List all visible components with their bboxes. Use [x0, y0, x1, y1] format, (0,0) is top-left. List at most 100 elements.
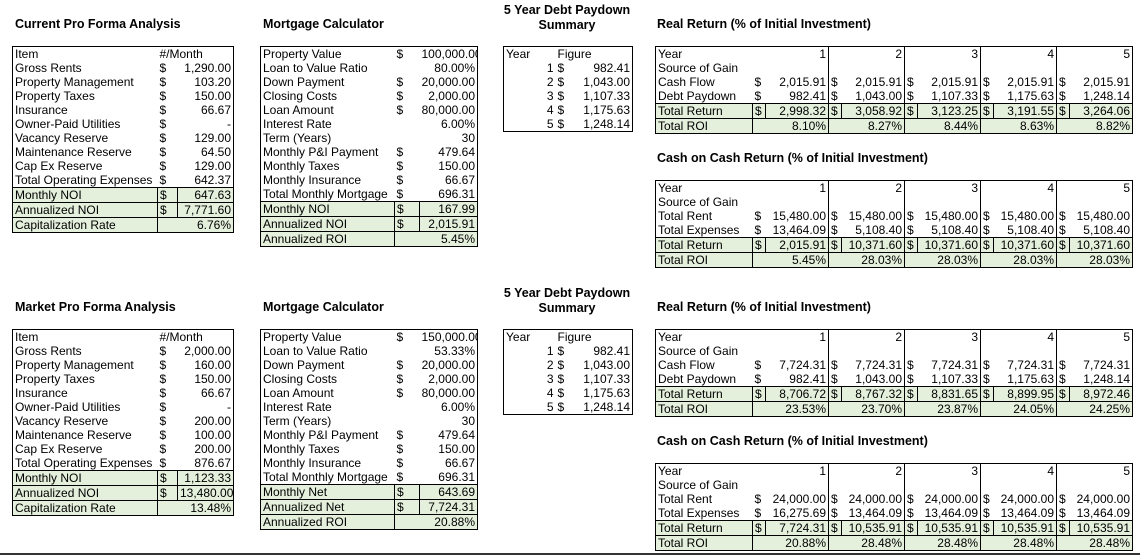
- cell: $: [159, 358, 167, 372]
- table-row: Annualized ROI 5.45%: [260, 231, 478, 247]
- table-row: Property Management $103.20: [13, 75, 234, 89]
- cell: [980, 478, 1057, 492]
- cell: 2,998.32: [765, 103, 829, 119]
- cell: $: [904, 237, 918, 253]
- cell: Total Return: [655, 520, 753, 536]
- cell: Annualized ROI: [260, 231, 395, 247]
- cell: 8,767.32: [841, 386, 905, 402]
- cell: $: [907, 372, 914, 386]
- cell: 20,000.00: [421, 75, 475, 89]
- cell: Monthly Insurance: [263, 456, 362, 470]
- cell: Annualized Net: [260, 499, 395, 515]
- cell: $: [754, 223, 762, 237]
- cell: $: [754, 372, 762, 386]
- cell: $: [752, 237, 766, 253]
- section-title: Cash on Cash Return (% of Initial Invest…: [657, 151, 928, 165]
- table-row: Monthly NOI $167.99: [260, 201, 478, 217]
- cell: 2,015.91: [1069, 75, 1133, 89]
- cell: 1,043.00: [583, 358, 631, 372]
- cell: 982.41: [593, 344, 631, 358]
- cell: Interest Rate: [263, 117, 332, 131]
- cell: $: [396, 470, 404, 484]
- cell: $: [396, 187, 404, 201]
- cell: [1056, 478, 1133, 492]
- cell: $: [159, 428, 167, 442]
- cell: 7,724.31: [419, 499, 478, 515]
- table-row: Annualized NOI $13,480.00: [12, 485, 235, 501]
- cell: Loan to Value Ratio: [263, 344, 368, 358]
- cell: 13,464.09: [917, 506, 981, 521]
- cell: 7,724.31: [765, 358, 829, 372]
- cell: 5.45%: [394, 231, 478, 247]
- table-row: 3 $1,107.33: [504, 89, 633, 103]
- cell: Source of Gain: [658, 61, 739, 75]
- table-body: Year 1 2 3 4 5 Source of Gain Cash Flow $2,015.9…: [655, 46, 1133, 134]
- cell: 2: [546, 75, 554, 89]
- cell: $: [1059, 492, 1066, 506]
- cell: 150.00: [438, 159, 475, 173]
- cell: 3: [546, 372, 554, 386]
- table-row: Total Monthly Mortgage $696.31: [261, 187, 478, 202]
- cell: 1,248.14: [583, 400, 631, 414]
- cell: 8,972.46: [1069, 386, 1133, 402]
- cell: Property Management: [15, 358, 134, 372]
- cell: Total Operating Expenses: [15, 173, 153, 187]
- cell: $: [1056, 103, 1070, 119]
- table-row: Total Monthly Mortgage $696.31: [261, 470, 478, 485]
- cell: 1: [752, 46, 829, 61]
- table-row: Annualized NOI $7,771.60: [12, 202, 235, 218]
- cell: 642.37: [194, 173, 232, 187]
- table-row: Monthly Insurance $66.67: [261, 173, 478, 187]
- table-row: Total Rent $15,480.00 $15,480.00 $15,480.00…: [656, 209, 1133, 223]
- cell: 5.45%: [752, 252, 829, 268]
- cell: Monthly NOI: [12, 470, 158, 486]
- cell: 1: [752, 180, 829, 195]
- cell: Debt Paydown: [658, 372, 737, 386]
- cell: 2,015.91: [419, 216, 478, 232]
- cell: 24,000.00: [765, 492, 829, 506]
- cell: [1056, 61, 1133, 75]
- data-table: Year 1 2 3 4 5 Source of Gain Cash Flow $7,724.3…: [655, 329, 1133, 417]
- cell: 5,108.40: [841, 223, 905, 238]
- table-row: Interest Rate 6.00%: [261, 400, 478, 414]
- cell: 2: [828, 329, 905, 344]
- cell: 6.00%: [440, 117, 475, 131]
- cell: $: [159, 386, 167, 400]
- cell: 3,058.92: [841, 103, 905, 119]
- cell: $: [396, 372, 404, 386]
- cell: 3,264.06: [1069, 103, 1133, 119]
- cell: 16,275.69: [765, 506, 829, 521]
- cell: 1,175.63: [993, 372, 1057, 387]
- cell: 5: [1056, 329, 1133, 344]
- cell: $: [557, 89, 565, 103]
- table-body: Year Figure 1 $982.41 2 $1,043.00 3 $1,107.33 4 $…: [504, 330, 633, 415]
- cell: Source of Gain: [658, 195, 739, 209]
- table-row: Property Taxes $150.00: [13, 89, 234, 103]
- cell: 6.76%: [156, 217, 235, 233]
- table-body: Item #/Month Gross Rents $2,000.00 Property …: [12, 330, 235, 516]
- cell: 8.27%: [828, 118, 905, 134]
- cell: 4: [980, 463, 1057, 478]
- cell: $: [983, 492, 990, 506]
- section-title: Mortgage Calculator: [263, 17, 384, 31]
- cell: $: [396, 329, 404, 344]
- cell: Monthly P&I Payment: [263, 145, 379, 159]
- cell: 64.50: [200, 145, 232, 159]
- cell: 24,000.00: [841, 492, 905, 506]
- cell: 150.00: [438, 442, 475, 456]
- cell: Monthly Taxes: [263, 159, 340, 173]
- cell: $: [980, 103, 994, 119]
- cell: Gross Rents: [15, 344, 82, 358]
- cell: 10,371.60: [1069, 237, 1133, 253]
- table-body: Item #/Month Gross Rents $1,290.00 Property …: [12, 47, 235, 233]
- cell: $: [828, 386, 842, 402]
- cell: 696.31: [438, 187, 475, 201]
- cell: $: [159, 442, 167, 456]
- cell: Capitalization Rate: [12, 500, 158, 516]
- table-row: Cash Flow $7,724.31 $7,724.31 $7,724.31 $7,7…: [656, 358, 1133, 372]
- cell: 8,831.65: [917, 386, 981, 402]
- cell: $: [754, 209, 762, 223]
- cell: 2,000.00: [428, 372, 475, 386]
- cell: $: [1059, 89, 1066, 103]
- cell: [752, 195, 829, 209]
